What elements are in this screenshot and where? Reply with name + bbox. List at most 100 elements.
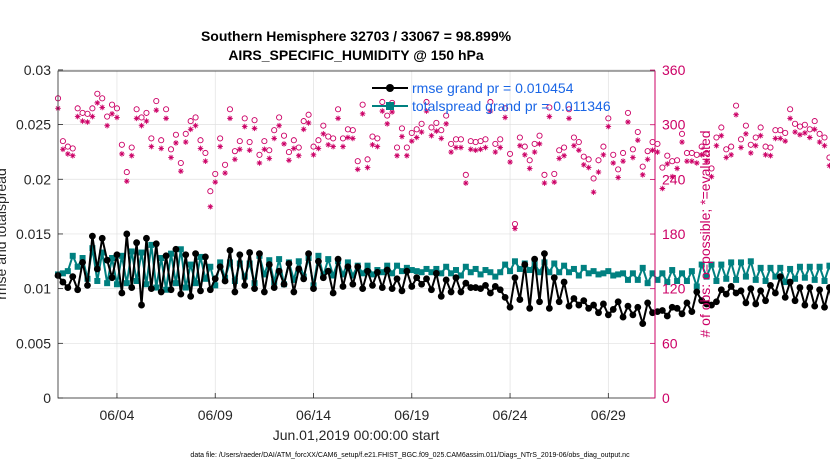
rmse-point: [315, 257, 322, 265]
totalspread-point: [104, 280, 111, 287]
obs-evaluated-point: [178, 168, 184, 174]
totalspread-point: [806, 263, 813, 270]
rmse-point: [64, 284, 72, 291]
totalspread-point: [413, 268, 420, 275]
obs-evaluated-point: [487, 108, 494, 114]
obs-evaluated-point: [94, 100, 101, 106]
obs-possible-point: [202, 149, 209, 157]
obs-evaluated-point: [246, 147, 253, 154]
obs-possible-point: [94, 90, 101, 97]
obs-evaluated-point: [99, 104, 106, 111]
obs-evaluated-point: [811, 126, 818, 133]
rmse-point: [550, 274, 558, 282]
totalspread-point: [172, 280, 179, 287]
obs-evaluated-point: [423, 108, 430, 114]
obs-possible-point: [801, 121, 808, 128]
y-axis-left-label: rmse and totalspread: [0, 168, 9, 300]
obs-evaluated-point: [266, 155, 273, 162]
obs-evaluated-point: [315, 145, 322, 152]
obs-evaluated-point: [65, 151, 71, 157]
obs-evaluated-point: [335, 115, 341, 122]
rmse-point: [708, 301, 715, 309]
totalspread-point: [266, 257, 273, 264]
totalspread-point: [669, 267, 676, 274]
obs-possible-point: [669, 158, 676, 165]
totalspread-point: [158, 255, 165, 262]
rmse-point: [698, 297, 706, 305]
totalspread-point: [561, 262, 568, 269]
totalspread-point: [168, 250, 175, 257]
totalspread-point: [757, 264, 764, 271]
y-right-tick-label: 60: [662, 335, 678, 351]
obs-possible-point: [703, 149, 710, 157]
rmse-point: [521, 261, 529, 268]
x-tick-label: 06/29: [591, 407, 626, 423]
obs-evaluated-point: [291, 145, 297, 152]
obs-possible-point: [428, 124, 435, 131]
rmse-point: [388, 285, 396, 293]
obs-possible-point: [300, 118, 307, 125]
obs-evaluated-point: [325, 141, 332, 148]
obs-possible-point: [256, 151, 263, 158]
obs-evaluated-point: [369, 141, 376, 148]
rmse-point: [177, 290, 185, 298]
rmse-point: [93, 265, 101, 273]
obs-evaluated-point: [787, 115, 793, 122]
obs-evaluated-point: [654, 149, 661, 155]
obs-possible-point: [335, 106, 342, 113]
rmse-point: [221, 277, 229, 285]
rmse-point: [369, 281, 376, 289]
rmse-point: [300, 275, 308, 283]
obs-possible-point: [241, 115, 248, 122]
obs-possible-point: [536, 132, 543, 139]
obs-evaluated-point: [438, 135, 445, 142]
rmse-point: [570, 295, 578, 302]
totalspread-point: [295, 258, 302, 265]
rmse-point: [796, 284, 804, 291]
obs-possible-point: [89, 105, 96, 112]
rmse-point: [84, 281, 91, 289]
rmse-point: [781, 293, 789, 301]
rmse-point: [491, 283, 499, 290]
obs-evaluated-point: [620, 158, 626, 164]
totalspread-point: [369, 271, 376, 278]
rmse-point: [634, 303, 642, 311]
obs-possible-point: [639, 163, 646, 170]
rmse-point: [364, 267, 371, 275]
obs-evaluated-point: [639, 172, 646, 178]
x-axis-ticks: 06/04 06/09 06/14 06/19 06/24 06/29: [99, 393, 626, 423]
totalspread-point: [197, 253, 204, 260]
obs-evaluated-point: [571, 142, 577, 149]
obs-possible-point: [118, 141, 125, 148]
obs-possible-point: [172, 131, 179, 138]
rmse-point: [138, 301, 145, 309]
rmse-point: [501, 293, 509, 301]
totalspread-point: [674, 277, 681, 284]
rmse-point: [59, 278, 67, 286]
obs-possible-point: [108, 101, 116, 108]
obs-possible-point: [777, 127, 784, 134]
obs-possible-point: [620, 149, 627, 157]
obs-evaluated-point: [713, 142, 720, 149]
totalspread-point: [511, 258, 518, 265]
rmse-point: [526, 304, 534, 312]
obs-evaluated-point: [610, 160, 617, 166]
obs-evaluated-point: [182, 139, 189, 145]
obs-evaluated-point: [762, 151, 769, 158]
obs-evaluated-point: [507, 159, 513, 165]
obs-possible-point: [226, 106, 234, 113]
rmse-point: [123, 230, 131, 238]
obs-evaluated-point: [556, 155, 562, 162]
obs-possible-point: [752, 134, 759, 141]
obs-evaluated-point: [693, 160, 700, 166]
rmse-point: [511, 274, 519, 282]
totalspread-point: [133, 277, 140, 284]
totalspread-point: [546, 269, 553, 276]
obs-possible-point: [723, 146, 730, 153]
obs-possible-point: [659, 164, 666, 171]
obs-possible-point: [443, 112, 450, 119]
obs-possible-point: [84, 110, 91, 117]
rmse-point: [162, 252, 170, 260]
obs-evaluated-point: [251, 125, 258, 132]
rmse-point: [216, 263, 224, 271]
